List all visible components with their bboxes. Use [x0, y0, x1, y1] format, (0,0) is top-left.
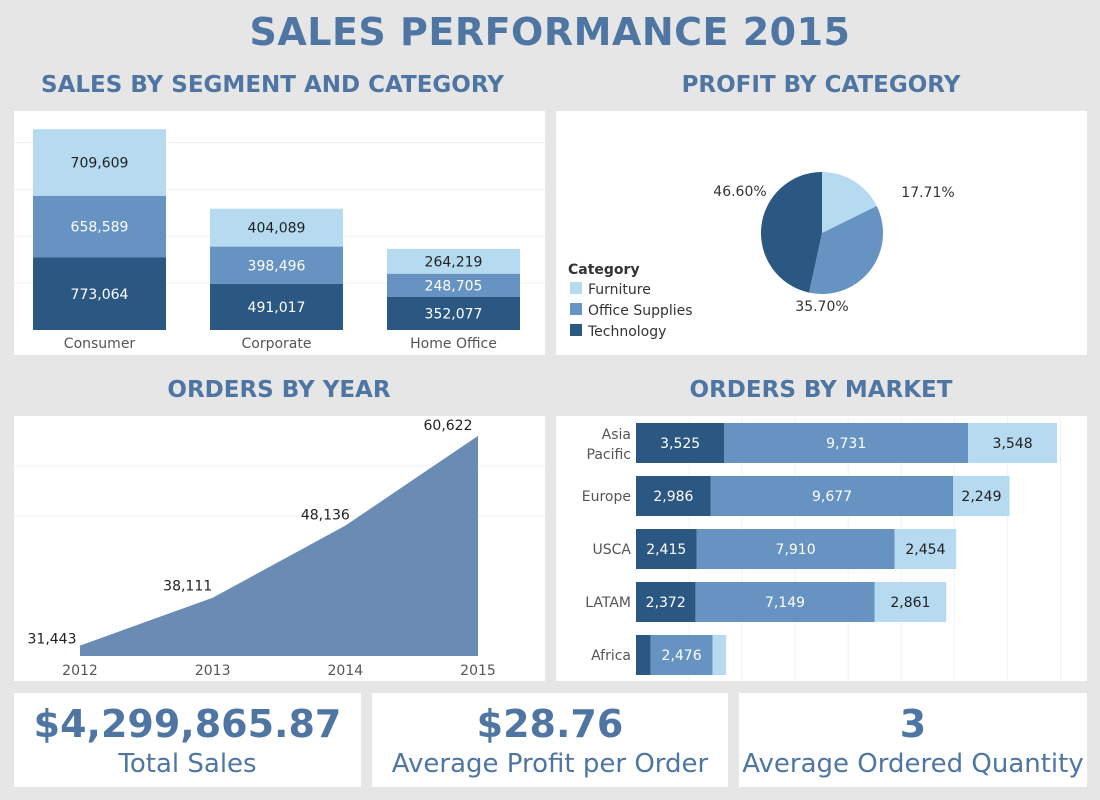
kpi-average-profit: $28.76 Average Profit per Order	[372, 693, 728, 787]
bar-usca-office-supplies	[696, 529, 895, 569]
orders-market-title: ORDERS BY MARKET	[689, 377, 953, 403]
orders-year-chart: 31,443 38,111 48,136 60,622 2012 2013 2014 2015	[14, 418, 545, 679]
segment-chart-panel: 773,064 658,589 709,609 Consumer 491,017 398,…	[14, 111, 545, 355]
x-tick-label: 2012	[62, 663, 98, 679]
bar-usca-technology	[636, 529, 697, 569]
data-label: 9,731	[826, 436, 866, 452]
pie-label: 17.71%	[901, 185, 954, 201]
data-label: 709,609	[71, 155, 129, 171]
legend-swatch-office-supplies	[570, 303, 582, 315]
kpi-label: Average Profit per Order	[391, 749, 709, 779]
bar-asia-pacific-office-supplies	[724, 423, 969, 463]
x-tick-label: 2013	[195, 663, 231, 679]
dashboard-title: SALES PERFORMANCE 2015	[249, 10, 851, 54]
pie-slice-office-supplies	[809, 206, 883, 294]
bar-latam-technology	[636, 582, 696, 622]
y-tick-label: Asia	[602, 427, 631, 443]
data-label: 773,064	[71, 287, 129, 303]
data-label: 2,476	[662, 648, 702, 664]
data-label: 31,443	[28, 632, 77, 648]
segment-chart-title: SALES BY SEGMENT AND CATEGORY	[41, 72, 504, 98]
data-label: 9,677	[812, 489, 852, 505]
bar-latam-office-supplies	[695, 582, 875, 622]
orders-market-chart: 3,525 9,731 3,548 Asia Pacific 2,986 9,677 2,24…	[582, 416, 1061, 681]
bar-consumer-technology	[33, 257, 166, 330]
profit-chart-panel: 17.71% 35.70% 46.60% Category Furniture Offic…	[556, 111, 1087, 355]
y-tick-label: LATAM	[585, 595, 631, 611]
legend-label: Technology	[587, 324, 666, 340]
legend-title: Category	[568, 262, 640, 278]
pie-slice-technology	[761, 172, 822, 293]
legend-swatch-furniture	[570, 282, 582, 294]
legend-swatch-technology	[570, 324, 582, 336]
legend-label: Office Supplies	[588, 303, 693, 319]
pie-slice-furniture	[822, 172, 877, 233]
pie-label: 35.70%	[795, 299, 848, 315]
data-label: 2,861	[890, 595, 930, 611]
data-label: 2,415	[646, 542, 686, 558]
y-tick-label: USCA	[593, 542, 632, 558]
data-label: 3,548	[993, 436, 1033, 452]
kpi-total-sales: $4,299,865.87 Total Sales	[14, 693, 361, 787]
bar-asia-pacific-technology	[636, 423, 725, 463]
bar-consumer-office-supplies	[33, 195, 166, 258]
segment-chart: 773,064 658,589 709,609 Consumer 491,017 398,…	[14, 129, 545, 352]
data-label: 7,149	[765, 595, 805, 611]
bar-africa-furniture	[712, 635, 727, 675]
bar-latam-furniture	[874, 582, 947, 622]
bar-corporate-technology	[210, 283, 343, 330]
kpi-label: Average Ordered Quantity	[742, 749, 1084, 779]
bar-africa-technology	[636, 635, 651, 675]
profit-chart-title: PROFIT BY CATEGORY	[681, 72, 961, 98]
data-label: 404,089	[248, 221, 306, 237]
bar-consumer-furniture	[33, 129, 166, 196]
data-label: 48,136	[301, 508, 350, 524]
data-label: 352,077	[425, 306, 483, 322]
bar-home-office-technology	[387, 296, 520, 330]
data-label: 2,454	[905, 542, 945, 558]
kpi-value: $4,299,865.87	[33, 702, 342, 746]
data-label: 3,525	[660, 436, 700, 452]
bar-asia-pacific-furniture	[968, 423, 1058, 463]
y-tick-label: Pacific	[587, 447, 632, 463]
bar-corporate-furniture	[210, 208, 343, 247]
data-label: 60,622	[424, 418, 473, 434]
y-tick-label: Europe	[582, 489, 631, 505]
area-orders	[80, 435, 478, 656]
bar-corporate-office-supplies	[210, 246, 343, 284]
orders-market-panel: 3,525 9,731 3,548 Asia Pacific 2,986 9,677 2,24…	[556, 416, 1087, 681]
profit-pie-chart: 17.71% 35.70% 46.60% Category Furniture Offic…	[568, 172, 955, 340]
bar-europe-furniture	[953, 476, 1010, 516]
bar-home-office-furniture	[387, 248, 520, 274]
kpi-average-quantity: 3 Average Ordered Quantity	[739, 693, 1087, 787]
kpi-value: $28.76	[476, 702, 624, 746]
data-label: 7,910	[776, 542, 816, 558]
legend-label: Furniture	[588, 282, 651, 298]
data-label: 2,986	[653, 489, 693, 505]
x-tick-label: Consumer	[64, 336, 136, 352]
bar-africa-office-supplies	[650, 635, 713, 675]
bar-home-office-office-supplies	[387, 273, 520, 297]
x-tick-label: 2014	[328, 663, 364, 679]
data-label: 2,249	[961, 489, 1001, 505]
data-label: 398,496	[248, 258, 306, 274]
kpi-label: Total Sales	[118, 749, 257, 779]
data-label: 264,219	[425, 254, 483, 270]
y-tick-label: Africa	[591, 648, 631, 664]
bar-usca-furniture	[894, 529, 957, 569]
bar-europe-office-supplies	[710, 476, 954, 516]
data-label: 248,705	[425, 278, 483, 294]
kpi-value: 3	[899, 702, 927, 746]
x-tick-label: 2015	[460, 663, 496, 679]
x-tick-label: Corporate	[242, 336, 312, 352]
data-label: 658,589	[71, 220, 129, 236]
orders-year-panel: 31,443 38,111 48,136 60,622 2012 2013 2014 2015	[14, 416, 545, 681]
bar-europe-technology	[636, 476, 711, 516]
orders-year-title: ORDERS BY YEAR	[167, 377, 391, 403]
pie-label: 46.60%	[713, 184, 766, 200]
x-tick-label: Home Office	[410, 336, 497, 352]
data-label: 491,017	[248, 300, 306, 316]
data-label: 38,111	[163, 579, 212, 595]
data-label: 2,372	[646, 595, 686, 611]
